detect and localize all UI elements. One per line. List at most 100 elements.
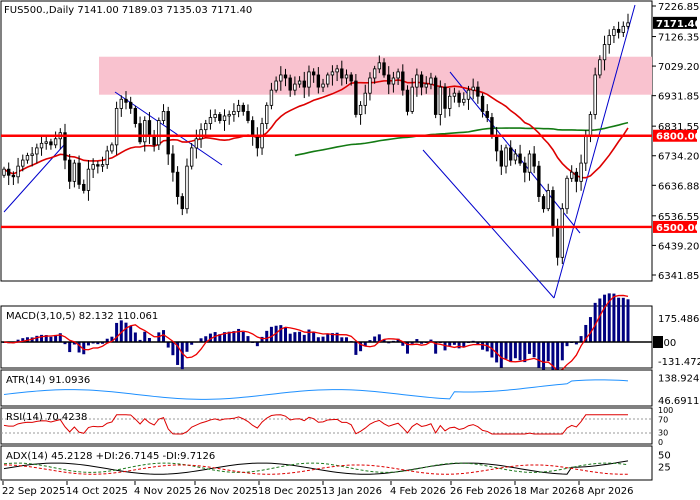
candle bbox=[335, 64, 339, 82]
atr-title: ATR(14) 91.0936 bbox=[6, 375, 90, 386]
candle bbox=[236, 99, 241, 118]
macd-bar bbox=[340, 337, 344, 342]
macd-bar bbox=[359, 342, 363, 352]
macd-bar bbox=[288, 333, 292, 342]
candle bbox=[53, 131, 58, 149]
candle bbox=[471, 78, 475, 100]
candle bbox=[612, 26, 616, 44]
candle bbox=[438, 80, 443, 126]
candle bbox=[499, 144, 504, 175]
macd-bar bbox=[77, 342, 81, 353]
candle bbox=[480, 93, 485, 118]
macd-bar bbox=[420, 342, 424, 344]
candle bbox=[598, 55, 602, 79]
candle bbox=[175, 166, 180, 205]
candle bbox=[241, 102, 245, 116]
candle bbox=[513, 149, 518, 165]
macd-bar bbox=[105, 338, 109, 342]
macd-bar bbox=[241, 331, 245, 342]
macd-bar bbox=[143, 331, 147, 342]
candle bbox=[457, 90, 461, 108]
candle bbox=[222, 109, 227, 131]
candle bbox=[7, 162, 11, 185]
candle bbox=[560, 203, 565, 265]
price-panel: 6800.00 6500.00 7171.40 FUS500.,Daily 7141… bbox=[0, 0, 700, 299]
macd-bar bbox=[72, 342, 76, 345]
macd-bar bbox=[377, 334, 381, 342]
candle bbox=[274, 76, 278, 93]
candle bbox=[171, 145, 175, 182]
macd-bar bbox=[265, 330, 269, 342]
macd-bar bbox=[448, 342, 452, 346]
candle bbox=[161, 104, 166, 125]
macd-bar bbox=[119, 320, 123, 342]
candle bbox=[269, 82, 274, 110]
adx-tick-label: 25 bbox=[658, 462, 671, 473]
candle bbox=[340, 60, 344, 86]
macd-bar bbox=[452, 342, 456, 345]
candle bbox=[532, 146, 536, 174]
candle bbox=[311, 68, 316, 83]
adx-tick-label: 50 bbox=[658, 451, 671, 462]
macd-bar bbox=[176, 342, 180, 365]
price-axis: 7226.85 7126.35 7029.20 6931.85 6831.55 6734.… bbox=[652, 2, 699, 282]
macd-bar bbox=[298, 331, 302, 342]
candle bbox=[133, 105, 138, 128]
macd-bar bbox=[354, 342, 358, 355]
macd-bar bbox=[396, 338, 400, 342]
candle bbox=[372, 65, 377, 84]
candle bbox=[349, 72, 353, 86]
candle bbox=[330, 65, 335, 86]
candle bbox=[429, 72, 433, 90]
macd-tick-label: 175.486 bbox=[658, 314, 699, 325]
atr-tick-label: 46.6911 bbox=[658, 396, 699, 407]
horizontal-levels: 6800.00 6500.00 7171.40 bbox=[1, 16, 700, 234]
candle bbox=[204, 119, 208, 138]
macd-bar bbox=[617, 297, 621, 342]
macd-bar bbox=[44, 335, 48, 342]
candle bbox=[391, 71, 396, 93]
candle bbox=[476, 81, 480, 104]
candle bbox=[35, 143, 39, 164]
macd-bar bbox=[180, 342, 184, 370]
candle bbox=[433, 75, 438, 119]
macd-bar bbox=[208, 333, 212, 342]
macd-bar bbox=[279, 325, 283, 342]
candle bbox=[537, 160, 541, 203]
adx-line bbox=[3, 460, 629, 475]
candle bbox=[157, 117, 161, 151]
macd-bar bbox=[171, 342, 175, 356]
candle bbox=[452, 87, 457, 103]
candle bbox=[302, 71, 306, 99]
macd-bar bbox=[429, 339, 433, 342]
price-tick-label: 6341.85 bbox=[658, 271, 699, 282]
macd-bar bbox=[462, 342, 466, 347]
macd-bar bbox=[537, 342, 541, 368]
macd-tick-label: -131.472 bbox=[658, 357, 700, 368]
macd-bar bbox=[63, 342, 67, 345]
macd-bar bbox=[626, 299, 630, 342]
candle bbox=[194, 129, 199, 159]
macd-zero-tag bbox=[653, 336, 663, 348]
price-tick-label: 7126.35 bbox=[658, 33, 699, 44]
macd-bar bbox=[54, 334, 58, 342]
macd-bar bbox=[579, 336, 583, 342]
date-tick-label: 4 Nov 2025 bbox=[134, 486, 192, 497]
candle bbox=[382, 58, 386, 78]
macd-bar bbox=[490, 342, 494, 358]
candle bbox=[368, 72, 372, 101]
candle bbox=[509, 140, 513, 166]
macd-bar bbox=[504, 342, 508, 359]
candle bbox=[546, 183, 550, 212]
date-tick-label: 26 Nov 2025 bbox=[194, 486, 258, 497]
macd-bar bbox=[363, 342, 367, 347]
rsi-line bbox=[3, 414, 628, 435]
price-panel-title: FUS500.,Daily 7141.00 7189.03 7135.03 71… bbox=[4, 5, 252, 16]
candle bbox=[213, 109, 217, 123]
macd-bar bbox=[204, 336, 208, 342]
macd-bar bbox=[16, 339, 20, 342]
macd-bar bbox=[284, 327, 288, 342]
candle bbox=[119, 95, 123, 117]
macd-bar bbox=[344, 337, 348, 342]
